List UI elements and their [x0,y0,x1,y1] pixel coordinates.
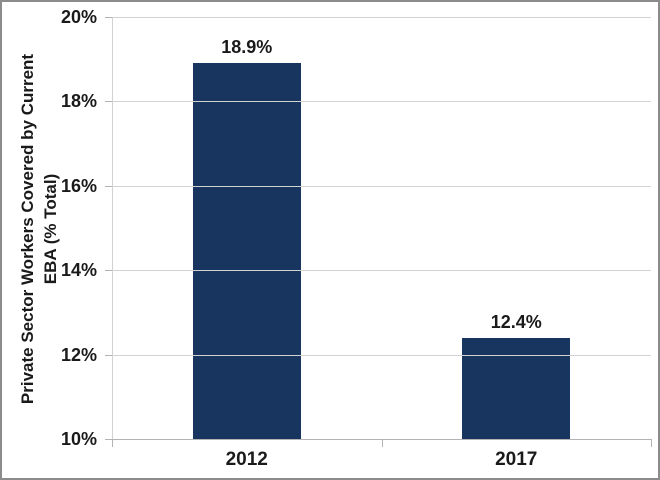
y-axis-tick [105,354,112,356]
y-axis-tick [105,185,112,187]
y-tick-label: 16% [60,175,97,196]
gridline [112,17,651,18]
y-axis-title-line1: Private Sector Workers Covered by Curren… [18,53,37,405]
x-axis-tick [651,439,652,447]
y-axis-line [112,17,113,439]
data-label-2017: 12.4% [490,311,542,332]
x-tick-label-2017: 2017 [495,449,538,470]
data-label-2012: 18.9% [221,37,273,58]
x-axis-tick [381,439,383,447]
y-tick-label: 18% [60,91,97,112]
x-tick-label-2012: 2012 [225,449,268,470]
gridline [112,185,651,187]
y-tick-label: 20% [60,7,97,27]
x-axis-tick [112,439,113,447]
y-axis-title-line2: EBA (% Total) [41,173,60,285]
gridline [112,354,651,356]
y-axis-tick [105,270,112,272]
y-axis-tick [105,101,112,103]
y-axis-tick [105,17,112,18]
bar-2012 [192,63,301,439]
x-axis-line [105,439,651,440]
y-tick-label: 14% [60,260,97,281]
gridline [112,101,651,103]
y-tick-label: 10% [60,429,97,449]
gridline [112,270,651,272]
y-tick-label: 12% [60,344,97,365]
y-axis-title: Private Sector Workers Covered by Curren… [16,9,62,449]
bar-2017 [462,337,571,439]
